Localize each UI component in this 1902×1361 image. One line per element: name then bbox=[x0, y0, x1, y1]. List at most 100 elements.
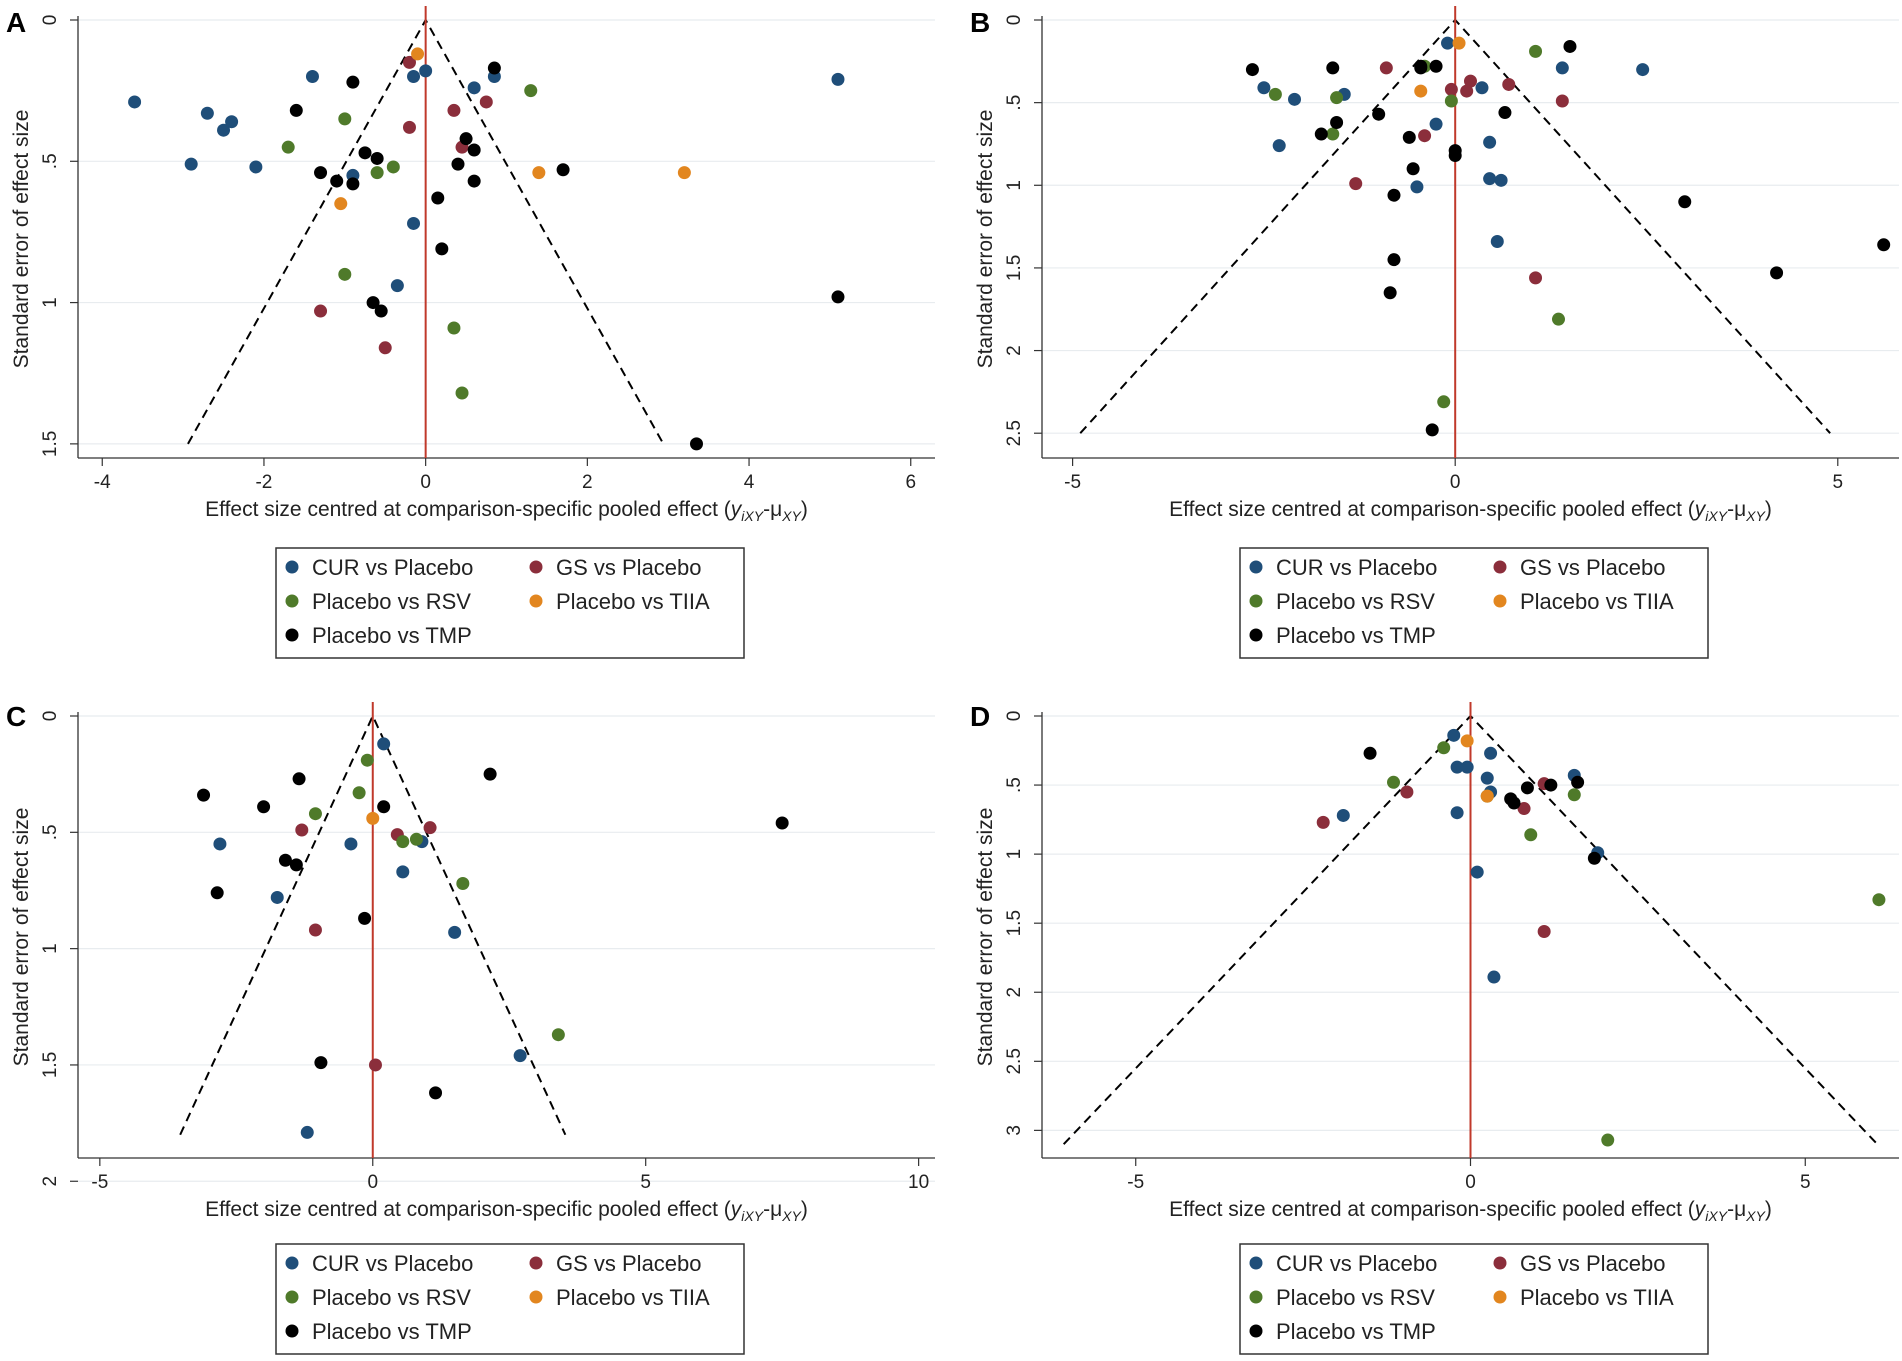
xlabel-part-d-1: y bbox=[1693, 1198, 1707, 1221]
point-c-tmp-5 bbox=[210, 886, 224, 900]
xtick-label-d-0: -5 bbox=[1127, 1172, 1144, 1193]
point-a-tmp-12 bbox=[556, 163, 570, 177]
point-b-gs-8 bbox=[1529, 271, 1543, 285]
point-a-cur-1 bbox=[200, 106, 214, 120]
legend-a-item-tiia: Placebo vs TIIA bbox=[529, 589, 710, 614]
xlabel-part-a-3: -μ bbox=[763, 498, 782, 521]
point-b-gs-6 bbox=[1418, 129, 1432, 143]
xlabel-part-b-4: XY bbox=[1745, 508, 1766, 524]
xtick-label-a-4: 4 bbox=[744, 472, 755, 493]
point-a-rsv-4 bbox=[524, 84, 538, 98]
legend-b: CUR vs Placebo GS vs Placebo Placebo vs … bbox=[1239, 547, 1709, 659]
panel-label-a: A bbox=[6, 7, 26, 38]
xlabel-part-c-3: -μ bbox=[763, 1198, 782, 1221]
point-c-cur-6 bbox=[448, 925, 462, 939]
point-b-cur-9 bbox=[1483, 172, 1497, 186]
point-d-tiia-1 bbox=[1480, 789, 1494, 803]
point-a-cur-2 bbox=[225, 115, 239, 129]
point-a-tmp-3 bbox=[330, 174, 344, 188]
legend-c-label-gs: GS vs Placebo bbox=[556, 1251, 702, 1276]
point-d-cur-10 bbox=[1336, 808, 1350, 822]
point-a-cur-13 bbox=[390, 279, 404, 293]
xlabel-part-c-2: iXY bbox=[741, 1208, 764, 1224]
point-b-rsv-0 bbox=[1268, 87, 1282, 101]
point-a-tmp-9 bbox=[467, 143, 481, 157]
point-c-cur-7 bbox=[513, 1049, 527, 1063]
xtick-label-d-2: 5 bbox=[1800, 1172, 1811, 1193]
point-a-rsv-0 bbox=[281, 140, 295, 154]
point-c-gs-4 bbox=[368, 1058, 382, 1072]
xlabel-part-a-5: ) bbox=[801, 498, 808, 521]
ylabel-a: Standard error of effect size bbox=[10, 110, 33, 369]
point-d-cur-7 bbox=[1470, 865, 1484, 879]
legend-d-marker-rsv bbox=[1249, 1290, 1263, 1304]
point-d-rsv-6 bbox=[1601, 1133, 1615, 1147]
point-a-cur-0 bbox=[128, 95, 142, 109]
point-b-rsv-7 bbox=[1437, 395, 1451, 409]
point-a-tmp-10 bbox=[451, 157, 465, 171]
legend-b-item-rsv: Placebo vs RSV bbox=[1249, 589, 1435, 614]
xlabel-part-b-0: Effect size centred at comparison-specif… bbox=[1169, 498, 1695, 521]
point-b-tiia-1 bbox=[1414, 84, 1428, 98]
point-b-gs-3 bbox=[1444, 82, 1458, 96]
point-b-cur-3 bbox=[1272, 139, 1286, 153]
legend-b-label-tiia: Placebo vs TIIA bbox=[1520, 589, 1674, 614]
point-a-cur-5 bbox=[249, 160, 263, 174]
point-b-tmp-12 bbox=[1448, 144, 1462, 158]
point-a-tmp-1 bbox=[289, 103, 303, 117]
xtick-label-a-1: -2 bbox=[255, 472, 272, 493]
ytick-label-b-3: 1.5 bbox=[1004, 255, 1025, 281]
legend-d-marker-cur bbox=[1249, 1256, 1263, 1270]
legend-d-item-cur: CUR vs Placebo bbox=[1249, 1251, 1437, 1276]
point-c-gs-3 bbox=[423, 821, 437, 835]
point-c-cur-8 bbox=[300, 1125, 314, 1139]
point-c-rsv-0 bbox=[360, 753, 374, 767]
xtick-label-a-0: -4 bbox=[94, 472, 111, 493]
xlabel-part-b-1: y bbox=[1693, 498, 1707, 521]
point-a-tmp-2 bbox=[314, 166, 328, 180]
point-d-gs-0 bbox=[1316, 815, 1330, 829]
point-a-cur-6 bbox=[305, 70, 319, 84]
point-d-tiia-0 bbox=[1460, 734, 1474, 748]
legend-d-label-tmp: Placebo vs TMP bbox=[1276, 1319, 1436, 1344]
legend-d-label-gs: GS vs Placebo bbox=[1520, 1251, 1666, 1276]
point-b-gs-5 bbox=[1555, 94, 1569, 108]
legend-a-label-tiia: Placebo vs TIIA bbox=[556, 589, 710, 614]
point-a-tmp-18 bbox=[689, 437, 703, 451]
point-a-tmp-16 bbox=[374, 304, 388, 318]
legend-b-item-tmp: Placebo vs TMP bbox=[1249, 623, 1436, 648]
point-a-gs-2 bbox=[447, 103, 461, 117]
panel-label-d: D bbox=[970, 701, 990, 732]
ytick-label-a-1: .5 bbox=[40, 153, 61, 169]
ytick-label-a-3: 1.5 bbox=[40, 431, 61, 457]
point-d-tmp-3 bbox=[1520, 781, 1534, 795]
point-b-gs-7 bbox=[1349, 177, 1363, 191]
point-b-cur-13 bbox=[1636, 63, 1650, 77]
ytick-label-b-2: 1 bbox=[1004, 180, 1025, 191]
point-b-tmp-18 bbox=[1770, 266, 1784, 280]
panel-a: A 0 .5 1 1.5 -4 -2 0 2 4 6 Standard error of effec… bbox=[6, 6, 935, 659]
point-b-cur-1 bbox=[1288, 92, 1302, 106]
point-c-tmp-0 bbox=[197, 788, 211, 802]
legend-b-marker-rsv bbox=[1249, 594, 1263, 608]
xlabel-part-a-4: XY bbox=[781, 508, 802, 524]
point-d-cur-6 bbox=[1450, 806, 1464, 820]
legend-b-label-cur: CUR vs Placebo bbox=[1276, 555, 1437, 580]
point-c-tmp-4 bbox=[289, 858, 303, 872]
legend-c-label-cur: CUR vs Placebo bbox=[312, 1251, 473, 1276]
legend-d: CUR vs Placebo GS vs Placebo Placebo vs … bbox=[1239, 1243, 1709, 1355]
point-b-rsv-3 bbox=[1326, 127, 1340, 141]
legend-c-item-tiia: Placebo vs TIIA bbox=[529, 1285, 710, 1310]
point-d-rsv-4 bbox=[1567, 788, 1581, 802]
xlabel-part-d-3: -μ bbox=[1727, 1198, 1746, 1221]
funnel-lines-c bbox=[179, 713, 567, 1136]
xlabel-part-b-5: ) bbox=[1765, 498, 1772, 521]
ytick-label-c-0: 0 bbox=[40, 711, 61, 722]
point-c-rsv-1 bbox=[352, 786, 366, 800]
point-b-tmp-5 bbox=[1372, 107, 1386, 121]
xtick-label-a-5: 6 bbox=[905, 472, 916, 493]
legend-c-label-tmp: Placebo vs TMP bbox=[312, 1319, 472, 1344]
point-b-tmp-17 bbox=[1383, 286, 1397, 300]
point-a-rsv-6 bbox=[447, 321, 461, 335]
